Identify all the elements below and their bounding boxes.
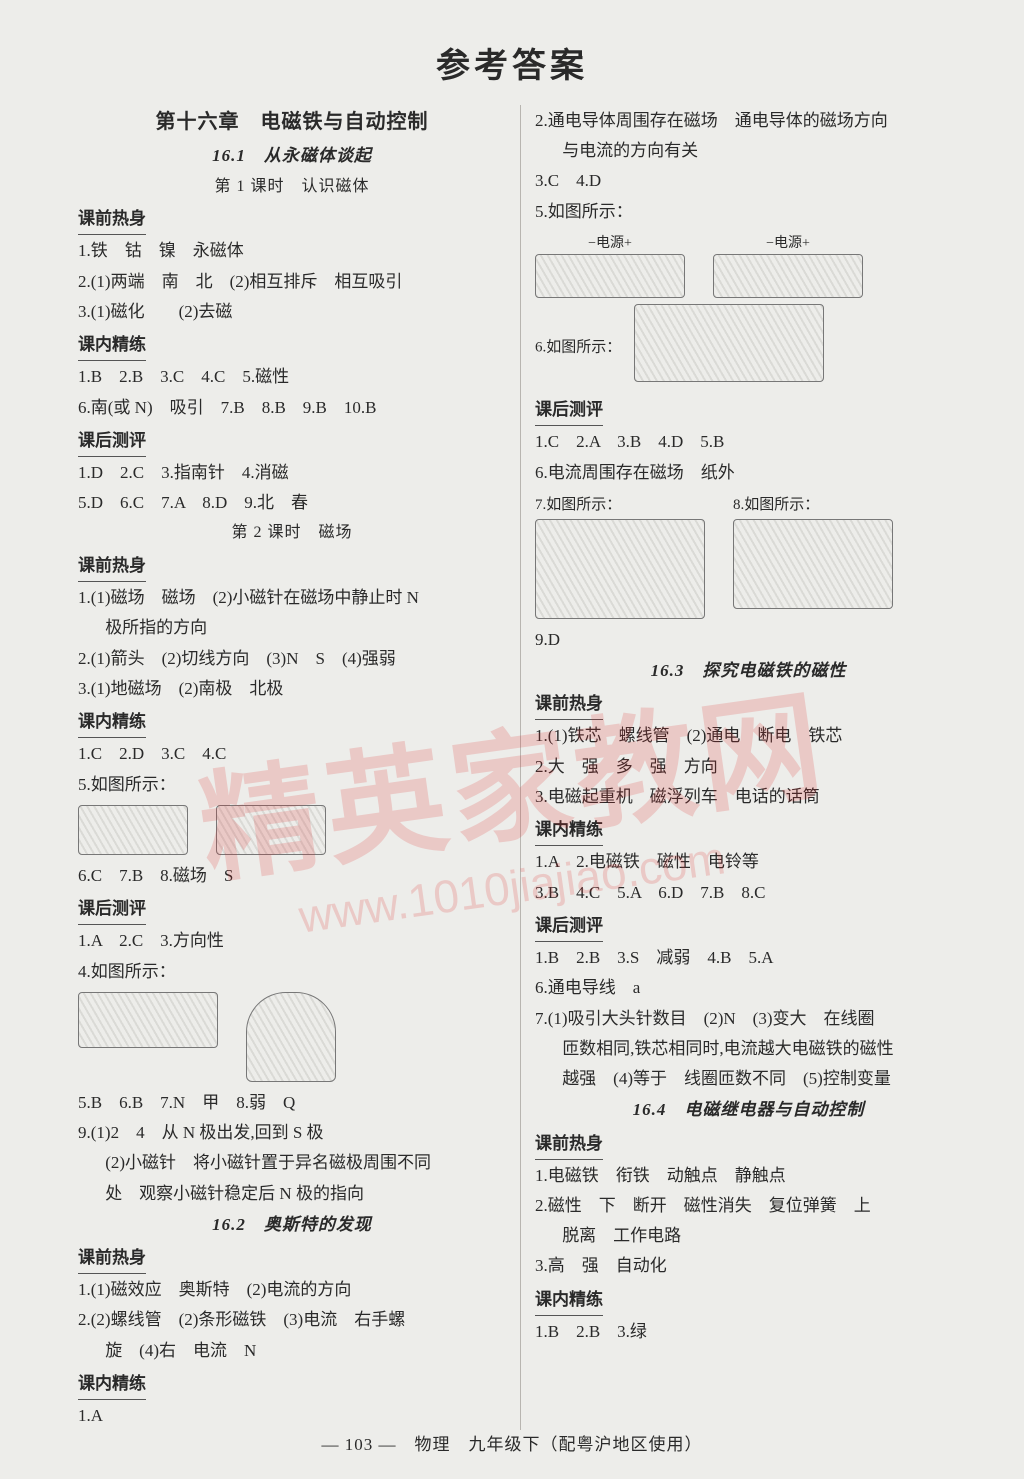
answer-line: 旋 (4)右 电流 N [78,1336,506,1365]
answer-line: 1.A 2.电磁铁 磁性 电铃等 [535,847,962,876]
answer-line: 2.通电导体周围存在磁场 通电导体的磁场方向 [535,106,962,135]
answer-line: 与电流的方向有关 [535,136,962,165]
section-16-4-title: 16.4 电磁继电器与自动控制 [535,1095,962,1124]
answer-line: 极所指的方向 [78,613,506,642]
section-16-1-title: 16.1 从永磁体谈起 [78,141,506,170]
right-column: 2.通电导体周围存在磁场 通电导体的磁场方向 与电流的方向有关 3.C 4.D … [520,105,962,1430]
answer-line: 6.电流周围存在磁场 纸外 [535,458,962,487]
figure-label: 5.如图所示： [535,197,962,226]
answer-line: 匝数相同,铁芯相同时,电流越大电磁铁的磁性 [535,1034,962,1063]
figure-circuit-icon [634,304,824,382]
figure-row [78,805,506,855]
figure-q8: 8.如图所示： [733,493,893,609]
left-column: 第十六章 电磁铁与自动控制 16.1 从永磁体谈起 第 1 课时 认识磁体 课前… [78,105,520,1430]
answer-line: 3.(1)地磁场 (2)南极 北极 [78,674,506,703]
content-columns: 第十六章 电磁铁与自动控制 16.1 从永磁体谈起 第 1 课时 认识磁体 课前… [0,87,1024,1430]
figure-solenoid-icon [713,254,863,298]
warmup-header: 课前热身 [78,204,146,235]
answer-line: 9.D [535,625,962,654]
figure-caption: −电源+ [713,232,863,256]
figure-magnet-icon [78,805,188,855]
answer-line: 3.高 强 自动化 [535,1251,962,1280]
answer-line: 1.A 2.C 3.方向性 [78,926,506,955]
answer-line: 1.D 2.C 3.指南针 4.消磁 [78,458,506,487]
figure-solenoid-right: −电源+ [713,232,863,298]
figure-label: 6.如图所示： [535,304,962,391]
answer-line: 2.(1)两端 南 北 (2)相互排斥 相互吸引 [78,267,506,296]
answer-line: 3.C 4.D [535,166,962,195]
answer-line: 2.(2)螺线管 (2)条形磁铁 (3)电流 右手螺 [78,1305,506,1334]
figure-caption: −电源+ [535,232,685,256]
page-footer: — 103 — 物理 九年级下（配粤沪地区使用） [0,1430,1024,1455]
warmup-header: 课前热身 [78,551,146,582]
after-header: 课后测评 [535,911,603,942]
inclass-header: 课内精练 [535,1285,603,1316]
figure-label: 4.如图所示： [78,957,506,986]
answer-line: 1.B 2.B 3.S 减弱 4.B 5.A [535,943,962,972]
answer-line: 5.D 6.C 7.A 8.D 9.北 春 [78,488,506,517]
after-header: 课后测评 [78,894,146,925]
answer-line: 1.(1)磁效应 奥斯特 (2)电流的方向 [78,1275,506,1304]
figure-solenoid-icon [535,254,685,298]
inclass-header: 课内精练 [535,815,603,846]
answer-line: 1.B 2.B 3.C 4.C 5.磁性 [78,362,506,391]
inclass-header: 课内精练 [78,330,146,361]
section-16-3-title: 16.3 探究电磁铁的磁性 [535,656,962,685]
answer-line: (2)小磁针 将小磁针置于异名磁极周围不同 [78,1148,506,1177]
figure-circuit-icon [535,519,705,619]
page-title: 参考答案 [0,0,1024,87]
after-header: 课后测评 [78,426,146,457]
figure-label-text: 6.如图所示： [535,340,621,356]
warmup-header: 课前热身 [535,1129,603,1160]
figure-row: −电源+ −电源+ [535,232,962,298]
answer-line: 脱离 工作电路 [535,1221,962,1250]
inclass-header: 课内精练 [78,1369,146,1400]
figure-row: 7.如图所示： 8.如图所示： [535,493,962,619]
answer-line: 2.大 强 多 强 方向 [535,752,962,781]
answer-line: 2.磁性 下 断开 磁性消失 复位弹簧 上 [535,1191,962,1220]
section-16-2-title: 16.2 奥斯特的发现 [78,1210,506,1239]
warmup-header: 课前热身 [78,1243,146,1274]
answer-line: 1.(1)铁芯 螺线管 (2)通电 断电 铁芯 [535,721,962,750]
answer-line: 5.B 6.B 7.N 甲 8.弱 Q [78,1088,506,1117]
figure-horseshoe-icon [246,992,336,1082]
answer-line: 越强 (4)等于 线圈匝数不同 (5)控制变量 [535,1064,962,1093]
chapter-title: 第十六章 电磁铁与自动控制 [78,105,506,139]
figure-label-text: 7.如图所示： [535,493,705,519]
answer-line: 6.南(或 N) 吸引 7.B 8.B 9.B 10.B [78,393,506,422]
answer-line: 3.电磁起重机 磁浮列车 电话的话筒 [535,782,962,811]
figure-q7: 7.如图所示： [535,493,705,619]
answer-line: 3.B 4.C 5.A 6.D 7.B 8.C [535,878,962,907]
answer-line: 6.通电导线 a [535,973,962,1002]
answer-line: 处 观察小磁针稳定后 N 极的指向 [78,1179,506,1208]
figure-circuit-icon [733,519,893,609]
answer-line: 1.电磁铁 衔铁 动触点 静触点 [535,1161,962,1190]
figure-solenoid-left: −电源+ [535,232,685,298]
answer-line: 2.(1)箭头 (2)切线方向 (3)N S (4)强弱 [78,644,506,673]
after-header: 课后测评 [535,395,603,426]
answer-line: 9.(1)2 4 从 N 极出发,回到 S 极 [78,1118,506,1147]
warmup-header: 课前热身 [535,689,603,720]
figure-magnet-icon [216,805,326,855]
answer-line: 1.(1)磁场 磁场 (2)小磁针在磁场中静止时 N [78,583,506,612]
inclass-header: 课内精练 [78,707,146,738]
answer-line: 1.B 2.B 3.绿 [535,1317,962,1346]
answer-line: 1.A [78,1401,506,1430]
figure-label: 5.如图所示： [78,770,506,799]
answer-line: 7.(1)吸引大头针数目 (2)N (3)变大 在线圈 [535,1004,962,1033]
answer-line: 1.铁 钴 镍 永磁体 [78,236,506,265]
answer-line: 1.C 2.D 3.C 4.C [78,739,506,768]
answer-line: 1.C 2.A 3.B 4.D 5.B [535,427,962,456]
lesson-2-title: 第 2 课时 磁场 [78,519,506,547]
lesson-1-title: 第 1 课时 认识磁体 [78,173,506,201]
figure-bar-magnet-icon [78,992,218,1048]
answer-line: 6.C 7.B 8.磁场 S [78,861,506,890]
figure-row [78,992,506,1082]
answer-line: 3.(1)磁化 (2)去磁 [78,297,506,326]
figure-label-text: 8.如图所示： [733,493,893,519]
